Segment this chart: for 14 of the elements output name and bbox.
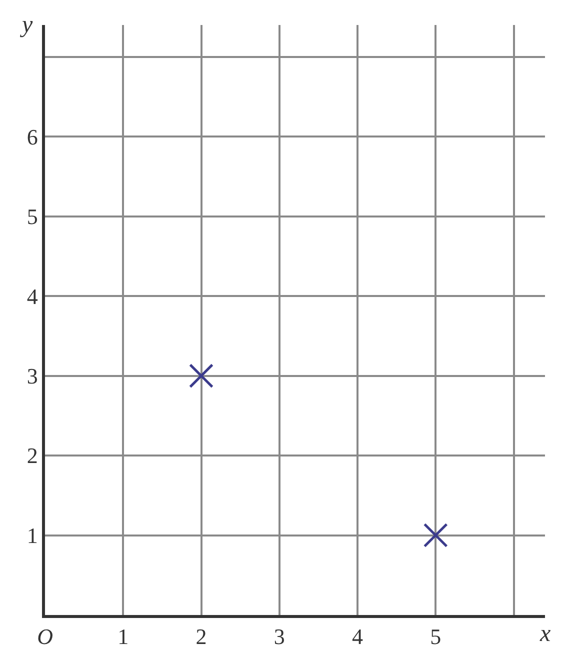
y-tick-label: 4 — [26, 284, 38, 309]
x-tick-label: 3 — [274, 624, 285, 650]
x-tick-label: 2 — [196, 624, 207, 650]
y-tick-label: 3 — [26, 364, 38, 389]
y-tick-label: 6 — [26, 124, 38, 150]
y-tick-label: 2 — [26, 443, 38, 468]
x-tick-label: O — [37, 624, 54, 650]
y-axis-title: y — [20, 12, 33, 38]
x-axis-title: x — [539, 621, 551, 647]
y-tick-label: 5 — [26, 204, 38, 230]
x-tick-label: 5 — [430, 624, 442, 650]
x-tick-label: 4 — [352, 624, 363, 650]
x-tick-label: 1 — [118, 624, 129, 650]
y-tick-label: 1 — [26, 522, 38, 548]
